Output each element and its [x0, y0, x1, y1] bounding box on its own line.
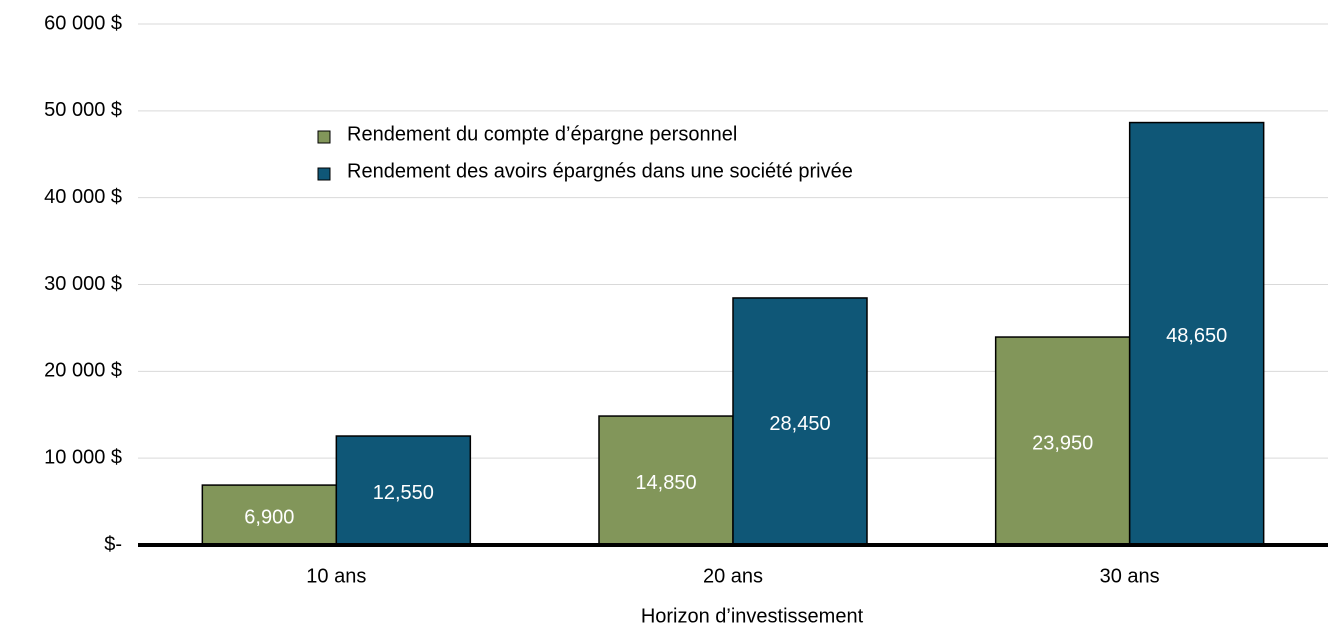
legend-swatch [317, 167, 331, 181]
y-tick-label: 40 000 $ [44, 186, 122, 208]
data-label: 48,650 [1166, 325, 1227, 347]
x-axis-title: Horizon d’investissement [641, 605, 864, 627]
y-tick-label: 30 000 $ [44, 273, 122, 295]
y-tick-label: 10 000 $ [44, 446, 122, 468]
data-label: 12,550 [373, 482, 434, 504]
data-label: 6,900 [244, 506, 294, 528]
data-label: 14,850 [635, 472, 696, 494]
y-tick-label: 50 000 $ [44, 99, 122, 121]
y-tick-label: $- [104, 533, 122, 555]
bar [994, 336, 1131, 546]
bar [1128, 121, 1265, 546]
legend-label: Rendement du compte d’épargne personnel [347, 123, 737, 145]
data-label: 28,450 [769, 413, 830, 435]
x-tick-label: 30 ans [1100, 565, 1160, 587]
x-tick-label: 10 ans [306, 565, 366, 587]
bar [335, 435, 472, 546]
legend-label: Rendement des avoirs épargnés dans une s… [347, 160, 853, 182]
y-tick-label: 60 000 $ [44, 12, 122, 34]
data-label: 23,950 [1032, 432, 1093, 454]
legend-swatch [317, 130, 331, 144]
y-tick-label: 20 000 $ [44, 360, 122, 382]
bar [732, 297, 868, 546]
x-tick-label: 20 ans [703, 565, 763, 587]
